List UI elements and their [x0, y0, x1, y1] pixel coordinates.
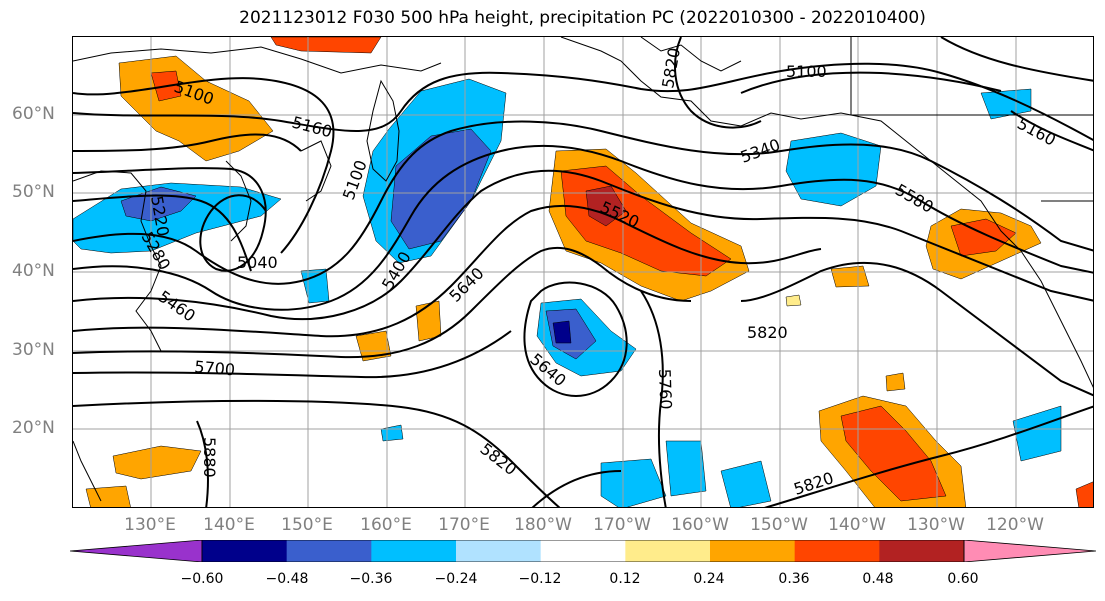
precip-orange-left-bottom: [85, 485, 131, 507]
colorbar-tick-m012: −0.12: [518, 571, 562, 587]
precip-orange-small-2: [415, 300, 442, 342]
precip-blue-east: [1012, 405, 1062, 462]
colorbar-tick-p060: 0.60: [947, 571, 979, 587]
colorbar-tick-p024: 0.24: [693, 571, 725, 587]
lat-label-20n: 20°N: [12, 418, 55, 438]
precip-orange-siberia: [118, 55, 274, 162]
precip-blue-bc: [980, 88, 1032, 120]
colorbar-segment: [879, 540, 965, 562]
precip-blue-central-dark: [552, 320, 572, 344]
precip-orange-small-1: [355, 330, 392, 362]
precip-red-subtropic-east: [840, 405, 947, 502]
lon-label-140e: 140°E: [203, 515, 255, 535]
map-svg: 5100 5160 5100 5220 5280 5040 5460 5400 …: [73, 37, 1093, 507]
precip-yellow-small: [785, 294, 802, 307]
contour-label-5700: 5700: [194, 357, 236, 379]
contour-label-5400: 5400: [378, 248, 415, 293]
lon-label-140w: 140°W: [828, 515, 886, 535]
lon-label-180w: 180°W: [514, 515, 572, 535]
precip-blue-central-core: [545, 308, 597, 360]
contour-label-5820-c: 5820: [791, 468, 836, 499]
precip-blue-south-3: [720, 460, 772, 507]
colorbar-outline: [201, 540, 965, 562]
colorbar-tick-p036: 0.36: [778, 571, 810, 587]
precip-blue-kuril-east: [300, 268, 330, 304]
lon-label-150e: 150°E: [281, 515, 333, 535]
contour-label-5100-c: 5100: [786, 62, 827, 81]
map-title: 2021123012 F030 500 hPa height, precipit…: [239, 8, 926, 28]
contour-label-5040: 5040: [237, 253, 278, 272]
lon-label-170w: 170°W: [593, 515, 651, 535]
colorbar-segments: [70, 540, 1096, 562]
precip-blue-south-2: [665, 440, 707, 497]
height-contours: [73, 37, 1093, 507]
contour-label-5880: 5880: [200, 437, 219, 478]
colorbar-segment: [202, 540, 288, 562]
colorbar-segment: [456, 540, 542, 562]
lon-label-160w: 160°W: [671, 515, 729, 535]
lat-label-50n: 50°N: [12, 182, 55, 202]
colorbar-tick-p012: 0.12: [609, 571, 641, 587]
precip-blue-south-1: [600, 458, 667, 507]
contour-label-5160-a: 5160: [290, 113, 334, 142]
contour-label-5760: 5760: [655, 368, 675, 409]
colorbar-tick-m048: −0.48: [265, 571, 309, 587]
colorbar-extend-min: [70, 540, 203, 562]
contour-label-5820-b: 5820: [477, 439, 521, 479]
precip-red-east-bottom: [1075, 481, 1093, 507]
lon-label-170e: 170°E: [438, 515, 490, 535]
colorbar-tick-m036: −0.36: [349, 571, 393, 587]
colorbar-segment: [371, 540, 457, 562]
lat-label-60n: 60°N: [12, 104, 55, 124]
contour-label-5340: 5340: [738, 135, 783, 167]
contour-label-5220-b: 5820: [658, 46, 684, 89]
colorbar-segment: [794, 540, 880, 562]
lon-label-130e: 130°E: [124, 515, 176, 535]
colorbar-segment: [625, 540, 711, 562]
lon-label-130w: 130°W: [907, 515, 965, 535]
colorbar-tick-m060: −0.60: [180, 571, 224, 587]
precip-red-top: [270, 37, 382, 54]
contour-label-5460: 5460: [155, 287, 199, 326]
map-panel: 5100 5160 5100 5220 5280 5040 5460 5400 …: [72, 36, 1094, 508]
contour-label-5580: 5580: [892, 180, 937, 217]
lat-label-30n: 30°N: [12, 340, 55, 360]
precip-orange-small-4: [885, 372, 906, 392]
colorbar-tick-m024: −0.24: [434, 571, 478, 587]
colorbar-tick-p048: 0.48: [862, 571, 894, 587]
colorbar: [70, 540, 1096, 562]
precip-blue-small: [380, 424, 404, 442]
lon-label-160e: 160°E: [360, 515, 412, 535]
colorbar-segment: [540, 540, 626, 562]
contour-label-5820-a: 5820: [747, 323, 788, 342]
lat-label-40n: 40°N: [12, 261, 55, 281]
colorbar-extend-max: [963, 540, 1096, 562]
precip-orange-hawaii-west: [112, 445, 202, 480]
lon-label-120w: 120°W: [986, 515, 1044, 535]
lon-label-150w: 150°W: [750, 515, 808, 535]
colorbar-segment: [710, 540, 796, 562]
colorbar-segment: [286, 540, 372, 562]
precip-orange-small-3: [830, 265, 870, 288]
